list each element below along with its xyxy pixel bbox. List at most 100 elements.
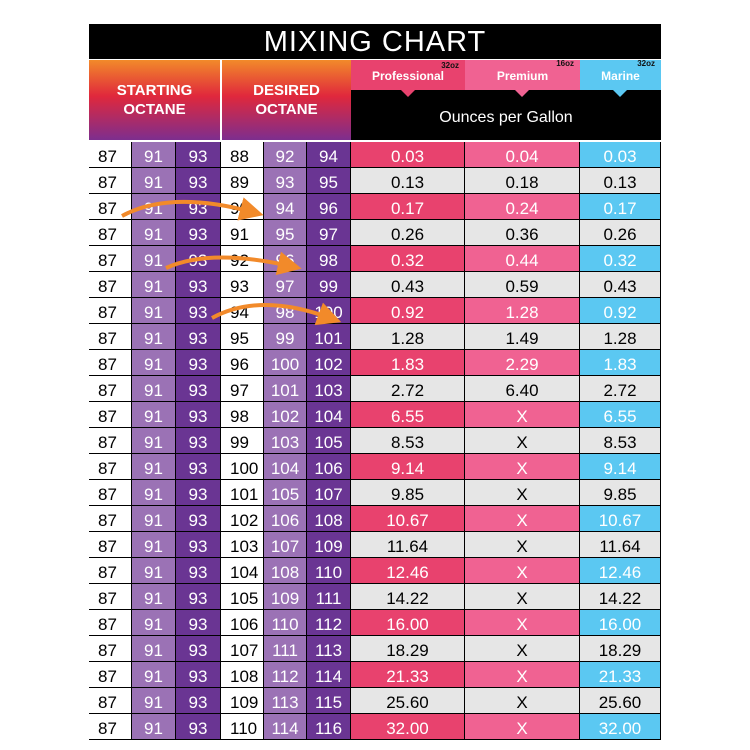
cell-desired-b: 101 <box>264 376 307 402</box>
cell-desired-b: 108 <box>264 558 307 584</box>
cell-desired-c: 111 <box>307 584 351 610</box>
cell-desired-b: 104 <box>264 454 307 480</box>
chart-title: MIXING CHART <box>89 24 661 59</box>
cell-professional-oz: 0.17 <box>351 194 465 220</box>
table-row: 87 91 93 98 102 104 6.55 X 6.55 <box>89 402 661 428</box>
cell-start-93: 93 <box>176 272 221 298</box>
cell-premium-oz: X <box>465 714 580 740</box>
cell-professional-oz: 8.53 <box>351 428 465 454</box>
cell-marine-oz: 11.64 <box>580 532 661 558</box>
cell-start-87: 87 <box>89 714 132 740</box>
cell-start-91: 91 <box>132 402 176 428</box>
cell-marine-oz: 14.22 <box>580 584 661 610</box>
cell-desired-c: 98 <box>307 246 351 272</box>
cell-start-87: 87 <box>89 246 132 272</box>
table-row: 87 91 93 106 110 112 16.00 X 16.00 <box>89 610 661 636</box>
cell-desired-a: 96 <box>221 350 264 376</box>
cell-marine-oz: 10.67 <box>580 506 661 532</box>
cell-professional-oz: 9.14 <box>351 454 465 480</box>
table-row: 87 91 93 101 105 107 9.85 X 9.85 <box>89 480 661 506</box>
cell-marine-oz: 0.43 <box>580 272 661 298</box>
cell-desired-b: 109 <box>264 584 307 610</box>
cell-marine-oz: 21.33 <box>580 662 661 688</box>
table-row: 87 91 93 104 108 110 12.46 X 12.46 <box>89 558 661 584</box>
cell-desired-b: 96 <box>264 246 307 272</box>
cell-premium-oz: X <box>465 454 580 480</box>
product-name: Professional <box>371 69 445 83</box>
cell-premium-oz: 0.36 <box>465 220 580 246</box>
cell-desired-a: 108 <box>221 662 264 688</box>
table-row: 87 91 93 107 111 113 18.29 X 18.29 <box>89 636 661 662</box>
cell-start-93: 93 <box>176 168 221 194</box>
cell-start-87: 87 <box>89 506 132 532</box>
cell-marine-oz: 9.85 <box>580 480 661 506</box>
product-name: Marine <box>601 69 640 83</box>
cell-start-87: 87 <box>89 324 132 350</box>
cell-desired-c: 114 <box>307 662 351 688</box>
cell-start-87: 87 <box>89 168 132 194</box>
product-size: 32oz <box>637 59 655 68</box>
cell-start-91: 91 <box>132 584 176 610</box>
cell-desired-b: 112 <box>264 662 307 688</box>
table-row: 87 91 93 100 104 106 9.14 X 9.14 <box>89 454 661 480</box>
cell-start-87: 87 <box>89 532 132 558</box>
table-row: 87 91 93 109 113 115 25.60 X 25.60 <box>89 688 661 714</box>
cell-desired-b: 99 <box>264 324 307 350</box>
cell-start-93: 93 <box>176 584 221 610</box>
cell-start-93: 93 <box>176 194 221 220</box>
starting-octane-label: STARTING OCTANE <box>116 82 193 118</box>
product-marine: Marine 32oz <box>580 59 661 90</box>
cell-start-87: 87 <box>89 272 132 298</box>
cell-start-93: 93 <box>176 662 221 688</box>
cell-premium-oz: X <box>465 688 580 714</box>
cell-marine-oz: 1.83 <box>580 350 661 376</box>
product-size: 32oz <box>441 61 459 70</box>
cell-desired-a: 104 <box>221 558 264 584</box>
cell-desired-c: 106 <box>307 454 351 480</box>
cell-start-93: 93 <box>176 636 221 662</box>
table-row: 87 91 93 94 98 100 0.92 1.28 0.92 <box>89 298 661 324</box>
cell-start-93: 93 <box>176 428 221 454</box>
cell-start-91: 91 <box>132 220 176 246</box>
cell-start-87: 87 <box>89 610 132 636</box>
pointer-marine <box>613 90 627 97</box>
cell-start-87: 87 <box>89 402 132 428</box>
product-professional: Professional 32oz <box>351 60 465 90</box>
cell-desired-a: 91 <box>221 220 264 246</box>
cell-marine-oz: 1.28 <box>580 324 661 350</box>
cell-desired-a: 100 <box>221 454 264 480</box>
cell-start-91: 91 <box>132 194 176 220</box>
cell-professional-oz: 0.03 <box>351 142 465 168</box>
cell-professional-oz: 1.28 <box>351 324 465 350</box>
cell-marine-oz: 25.60 <box>580 688 661 714</box>
cell-professional-oz: 6.55 <box>351 402 465 428</box>
cell-start-87: 87 <box>89 220 132 246</box>
cell-desired-a: 95 <box>221 324 264 350</box>
cell-premium-oz: X <box>465 610 580 636</box>
product-name: Premium <box>496 69 549 83</box>
cell-desired-b: 110 <box>264 610 307 636</box>
cell-marine-oz: 0.92 <box>580 298 661 324</box>
cell-professional-oz: 18.29 <box>351 636 465 662</box>
cell-desired-c: 95 <box>307 168 351 194</box>
cell-premium-oz: 0.59 <box>465 272 580 298</box>
table-row: 87 91 93 88 92 94 0.03 0.04 0.03 <box>89 142 661 168</box>
cell-start-93: 93 <box>176 506 221 532</box>
cell-marine-oz: 16.00 <box>580 610 661 636</box>
cell-desired-a: 89 <box>221 168 264 194</box>
cell-premium-oz: X <box>465 584 580 610</box>
cell-start-87: 87 <box>89 350 132 376</box>
cell-desired-a: 98 <box>221 402 264 428</box>
cell-premium-oz: X <box>465 402 580 428</box>
cell-premium-oz: 0.24 <box>465 194 580 220</box>
cell-start-91: 91 <box>132 246 176 272</box>
cell-desired-c: 110 <box>307 558 351 584</box>
table-row: 87 91 93 103 107 109 11.64 X 11.64 <box>89 532 661 558</box>
cell-start-93: 93 <box>176 402 221 428</box>
table-row: 87 91 93 99 103 105 8.53 X 8.53 <box>89 428 661 454</box>
cell-start-93: 93 <box>176 532 221 558</box>
cell-professional-oz: 10.67 <box>351 506 465 532</box>
cell-desired-c: 116 <box>307 714 351 740</box>
cell-start-87: 87 <box>89 558 132 584</box>
cell-desired-c: 101 <box>307 324 351 350</box>
